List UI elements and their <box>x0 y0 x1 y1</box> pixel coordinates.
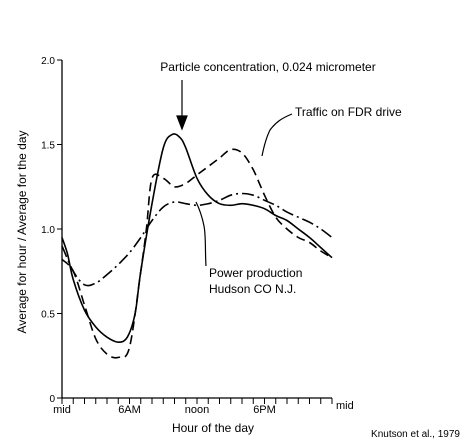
y-tick-label: 0.5 <box>41 310 55 321</box>
particle-arrow-head <box>176 115 188 131</box>
particle-concentration-line <box>61 133 333 343</box>
x-tick-label: 6AM <box>118 404 141 416</box>
annotation-pointers <box>176 80 293 267</box>
y-tick-label: 1.0 <box>41 225 55 236</box>
annotation-traffic: Traffic on FDR drive <box>295 105 402 119</box>
annotation-power-line1: Power production <box>209 266 302 280</box>
y-tick-label: 0 <box>49 394 55 405</box>
x-tick-label: 6PM <box>253 404 276 416</box>
x-axis-label: Hour of the day <box>172 421 254 435</box>
traffic-line <box>61 148 333 359</box>
series-lines <box>61 133 333 359</box>
y-axis-label: Average for hour / Average for the day <box>15 130 29 333</box>
power-pointer <box>195 201 207 267</box>
y-tick-label: 2.0 <box>41 56 55 67</box>
power-production-line <box>61 192 333 287</box>
x-tick-label: mid <box>336 400 354 412</box>
x-tick-label: noon <box>185 404 209 416</box>
credit-label: Knutson et al., 1979 <box>371 429 460 440</box>
traffic-pointer <box>261 113 293 157</box>
annotation-power-line2: Hudson CO N.J. <box>209 282 296 296</box>
annotation-particle: Particle concentration, 0.024 micrometer <box>160 60 375 74</box>
y-tick-label: 1.5 <box>41 141 55 152</box>
axes <box>61 60 332 399</box>
x-tick-label: mid <box>53 404 71 416</box>
